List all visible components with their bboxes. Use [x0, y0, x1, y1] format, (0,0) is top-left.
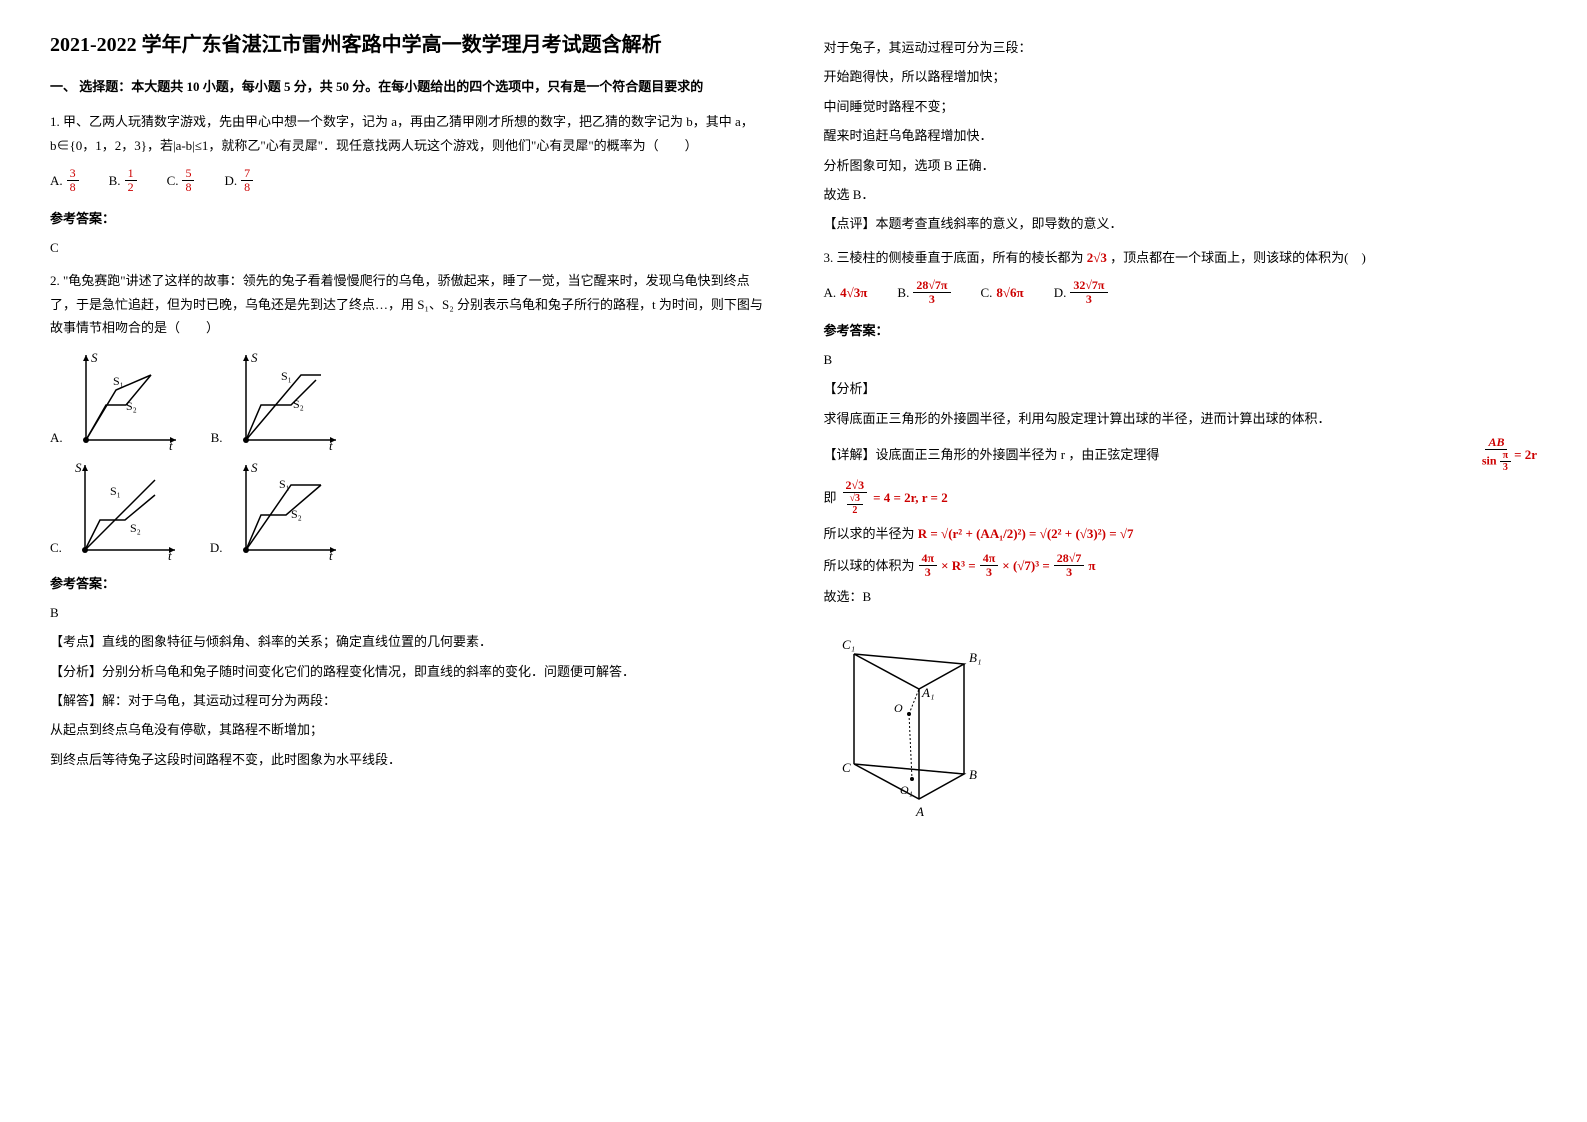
- q3-radius: 所以求的半径为 R = √(r² + (AA₁/2)²) = √(2² + (√…: [824, 522, 1538, 545]
- q2-jieda2: 到终点后等待兔子这段时间路程不变，此时图象为水平线段．: [50, 748, 764, 771]
- q3-text: 3. 三棱柱的侧棱垂直于底面，所有的棱长都为 2√3 ，顶点都在一个球面上，则该…: [824, 246, 1538, 269]
- col2-p5: 分析图象可知，选项 B 正确．: [824, 154, 1538, 177]
- svg-text:S₁: S₁: [281, 369, 292, 383]
- col2-p2: 开始跑得快，所以路程增加快；: [824, 65, 1538, 88]
- section-heading: 一、 选择题：本大题共 10 小题，每小题 5 分，共 50 分。在每小题给出的…: [50, 75, 764, 98]
- svg-text:t: t: [169, 438, 173, 450]
- svg-text:S: S: [91, 350, 98, 365]
- q2-jieda1: 从起点到终点乌龟没有停歇，其路程不断增加；: [50, 718, 764, 741]
- q2-fenxi: 【分析】分别分析乌龟和兔子随时间变化它们的路程变化情况，即直线的斜率的变化．问题…: [50, 660, 764, 683]
- q1-text: 1. 甲、乙两人玩猜数字游戏，先由甲心中想一个数字，记为 a，再由乙猜甲刚才所想…: [50, 110, 764, 157]
- q3-eq2: 即 2√3 √32 = 4 = 2r, r = 2: [824, 479, 1538, 516]
- q3-option-a: A. 4√3π: [824, 281, 868, 304]
- q2-kaodian: 【考点】直线的图象特征与倾斜角、斜率的关系；确定直线位置的几何要素．: [50, 630, 764, 653]
- q2-graph-b: B. S t S₁ S₂: [211, 350, 341, 450]
- q2-graphs-row1: A. S t S₁ S₂: [50, 350, 764, 450]
- question-3: 3. 三棱柱的侧棱垂直于底面，所有的棱长都为 2√3 ，顶点都在一个球面上，则该…: [824, 246, 1538, 824]
- svg-text:t: t: [329, 548, 333, 560]
- graph-b-svg: S t S₁ S₂: [231, 350, 341, 450]
- q3-answer: B: [824, 348, 1538, 371]
- graph-c-svg: S t S₁ S₂: [70, 460, 180, 560]
- q1-option-a: A. 38: [50, 167, 79, 194]
- q1-answer: C: [50, 236, 764, 259]
- col2-p6: 故选 B．: [824, 183, 1538, 206]
- svg-text:B: B: [969, 767, 977, 782]
- q3-xiangjie: 【详解】设底面正三角形的外接圆半径为 r ，由正弦定理得 AB sin π3 =…: [824, 436, 1538, 473]
- svg-text:B₁: B₁: [969, 650, 981, 665]
- svg-text:S: S: [75, 460, 82, 475]
- q2-answer: B: [50, 601, 764, 624]
- q3-fenxi: 求得底面正三角形的外接圆半径，利用勾股定理计算出球的半径，进而计算出球的体积．: [824, 407, 1538, 430]
- page-title: 2021-2022 学年广东省湛江市雷州客路中学高一数学理月考试题含解析: [50, 30, 764, 60]
- q1-answer-label: 参考答案：: [50, 207, 764, 230]
- q3-guxuan: 故选：B: [824, 585, 1538, 608]
- question-1: 1. 甲、乙两人玩猜数字游戏，先由甲心中想一个数字，记为 a，再由乙猜甲刚才所想…: [50, 110, 764, 259]
- svg-text:S₂: S₂: [291, 507, 302, 521]
- q2-jieda-label: 【解答】解：对于乌龟，其运动过程可分为两段：: [50, 689, 764, 712]
- svg-text:C₁: C₁: [842, 637, 855, 652]
- graph-d-svg: S t S₁ S₂: [231, 460, 341, 560]
- svg-text:O: O: [894, 701, 903, 715]
- q3-answer-label: 参考答案：: [824, 319, 1538, 342]
- q3-option-b: B. 28√7π3: [897, 279, 950, 306]
- q1-option-d: D. 78: [224, 167, 253, 194]
- svg-text:S₂: S₂: [293, 397, 304, 411]
- svg-text:t: t: [168, 548, 172, 560]
- svg-text:S₂: S₂: [126, 399, 137, 413]
- svg-text:S₂: S₂: [130, 521, 141, 535]
- graph-a-svg: S t S₁ S₂: [71, 350, 181, 450]
- q2-graph-d: D. S t S₁ S₂: [210, 460, 341, 560]
- svg-text:t: t: [329, 438, 333, 450]
- svg-text:A₁: A₁: [921, 685, 934, 700]
- q2-answer-label: 参考答案：: [50, 572, 764, 595]
- svg-text:S₁: S₁: [279, 477, 290, 491]
- q1-options: A. 38 B. 12 C. 58 D. 78: [50, 167, 764, 194]
- svg-text:S: S: [251, 460, 258, 475]
- svg-text:A: A: [915, 804, 924, 819]
- svg-text:S: S: [251, 350, 258, 365]
- svg-text:S₁: S₁: [110, 484, 121, 498]
- q2-graph-c: C. S t S₁ S₂: [50, 460, 180, 560]
- q1-option-b: B. 12: [109, 167, 137, 194]
- q2-graph-a: A. S t S₁ S₂: [50, 350, 181, 450]
- col2-p1: 对于兔子，其运动过程可分为三段：: [824, 36, 1538, 59]
- q3-option-c: C. 8√6π: [981, 281, 1024, 304]
- question-2: 2. "龟兔赛跑"讲述了这样的故事：领先的兔子看着慢慢爬行的乌龟，骄傲起来，睡了…: [50, 269, 764, 771]
- q2-text: 2. "龟兔赛跑"讲述了这样的故事：领先的兔子看着慢慢爬行的乌龟，骄傲起来，睡了…: [50, 269, 764, 339]
- svg-text:S₁: S₁: [113, 374, 124, 388]
- q2-graphs-row2: C. S t S₁ S₂: [50, 460, 764, 560]
- col2-p4: 醒来时追赶乌龟路程增加快．: [824, 124, 1538, 147]
- q3-fenxi-label: 【分析】: [824, 377, 1538, 400]
- svg-text:C: C: [842, 760, 851, 775]
- svg-text:O₁: O₁: [900, 783, 913, 797]
- q3-option-d: D. 32√7π3: [1054, 279, 1108, 306]
- prism-figure: C₁ B₁ A₁ C B A O O₁: [824, 624, 1004, 824]
- col2-p3: 中间睡觉时路程不变；: [824, 95, 1538, 118]
- q3-options: A. 4√3π B. 28√7π3 C. 8√6π D. 32√7π3: [824, 279, 1538, 306]
- q1-option-c: C. 58: [167, 167, 195, 194]
- col2-dianping: 【点评】本题考查直线斜率的意义，即导数的意义．: [824, 212, 1538, 235]
- q3-volume: 所以球的体积为 4π3 × R³ = 4π3 × (√7)³ = 28√73 π: [824, 552, 1538, 579]
